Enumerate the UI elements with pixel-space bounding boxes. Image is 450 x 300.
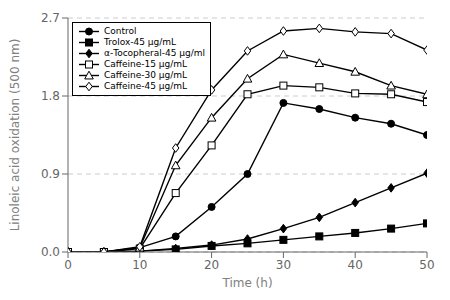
html-text:α-Tocopheral-45 μg/ml: α-Tocopheral-45 μg/ml xyxy=(104,48,206,58)
html-text:Caffeine-15 μg/mL: Caffeine-15 μg/mL xyxy=(104,59,188,69)
html-text:Trolox-45 μg/mL: Trolox-45 μg/mL xyxy=(104,37,177,47)
html-text:Caffeine-30 μg/mL: Caffeine-30 μg/mL xyxy=(104,70,188,80)
svg-text:20: 20 xyxy=(204,258,219,272)
svg-text:Time (h): Time (h) xyxy=(221,276,272,290)
html-text:Control: Control xyxy=(104,26,137,36)
svg-text:0.0: 0.0 xyxy=(41,245,60,259)
svg-text:50: 50 xyxy=(419,258,434,272)
svg-text:1.8: 1.8 xyxy=(41,89,60,103)
html-text:Caffeine-45 μg/mL: Caffeine-45 μg/mL xyxy=(104,81,188,91)
svg-text:Linoleic acid oxidation (500 n: Linoleic acid oxidation (500 nm) xyxy=(8,39,22,232)
svg-text:2.7: 2.7 xyxy=(41,11,60,25)
svg-text:40: 40 xyxy=(348,258,363,272)
svg-text:0: 0 xyxy=(64,258,72,272)
svg-text:30: 30 xyxy=(276,258,291,272)
svg-text:0.9: 0.9 xyxy=(41,167,60,181)
svg-text:10: 10 xyxy=(132,258,147,272)
